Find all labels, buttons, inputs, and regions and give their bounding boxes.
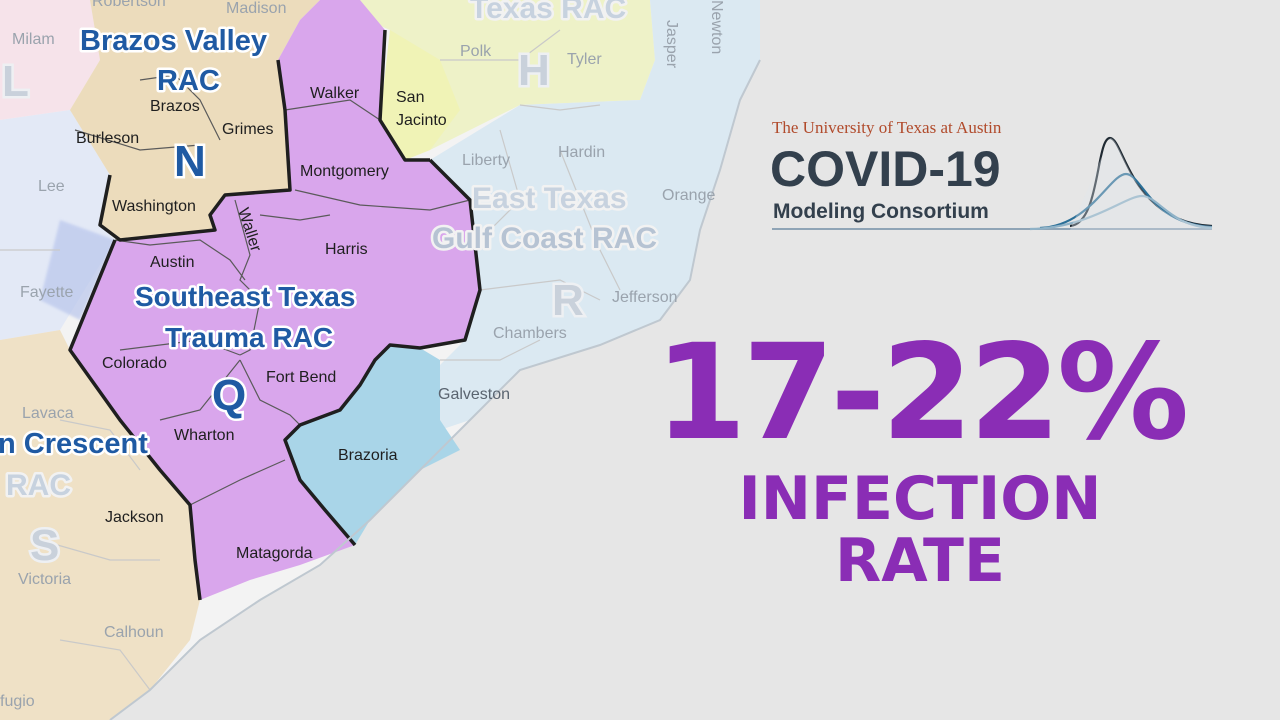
epidemic-curves-icon (1030, 136, 1213, 231)
county-polk: Polk (460, 43, 492, 60)
county-brazos: Brazos (150, 98, 200, 115)
county-hardin: Hardin (558, 144, 605, 161)
infection-rate-value: 17-22% (654, 316, 1189, 470)
county-liberty: Liberty (462, 152, 510, 169)
county-orange: Orange (662, 187, 715, 204)
region-s-name-1: n Crescent (0, 428, 148, 460)
county-jasper: Jasper (663, 20, 680, 69)
region-l-letter: L (2, 57, 29, 106)
county-harris: Harris (325, 241, 368, 258)
county-jefferson: Jefferson (612, 289, 678, 306)
county-austin: Austin (150, 254, 194, 271)
county-robertson: Robertson (92, 0, 166, 10)
region-q-name-1: Southeast Texas (135, 281, 355, 312)
county-matagorda: Matagorda (236, 545, 313, 562)
region-r-name-2: Gulf Coast RAC (432, 222, 657, 255)
county-lavaca: Lavaca (22, 405, 74, 422)
county-fayette: Fayette (20, 284, 73, 301)
region-q-area (70, 0, 480, 600)
county-jackson: Jackson (105, 509, 164, 526)
county-victoria: Victoria (18, 571, 71, 588)
county-galveston: Galveston (438, 386, 510, 403)
region-h-letter: H (518, 46, 550, 95)
county-lee: Lee (38, 178, 65, 195)
county-san-jacinto-2: Jacinto (396, 112, 447, 129)
region-q-letter: Q (212, 371, 246, 420)
faded-county-lines (0, 29, 621, 691)
county-tyler: Tyler (567, 51, 602, 68)
region-s-area (0, 330, 200, 720)
county-walker: Walker (310, 85, 360, 102)
county-washington: Washington (112, 198, 196, 215)
county-calhoun: Calhoun (104, 624, 164, 641)
county-newton: Newton (708, 0, 725, 54)
county-san-jacinto-1: San (396, 89, 424, 106)
county-lines (74, 74, 471, 506)
county-milam: Milam (12, 31, 55, 48)
logo-title: COVID-19 (770, 141, 1001, 197)
region-n-name-2: RAC (157, 65, 220, 97)
county-madison: Madison (226, 0, 286, 17)
county-brazoria: Brazoria (338, 447, 398, 464)
county-chambers: Chambers (493, 325, 567, 342)
region-r-letter: R (552, 276, 584, 325)
san-jacinto-area (380, 30, 460, 160)
county-refugio: fugio (0, 693, 35, 710)
logo-underline (772, 228, 1212, 230)
region-h-name: Texas RAC (470, 0, 626, 25)
region-n-name-1: Brazos Valley (80, 25, 267, 57)
infection-rate-stat: 17-22% INFECTION RATE (640, 318, 1200, 592)
logo-subtitle: Modeling Consortium (773, 200, 989, 223)
region-r-area (425, 0, 760, 430)
ut-covid-consortium-logo: The University of Texas at Austin COVID-… (770, 112, 1220, 240)
county-colorado: Colorado (102, 355, 167, 372)
logo-university: The University of Texas at Austin (772, 118, 1002, 137)
region-n-letter: N (174, 137, 206, 186)
region-q-name-2: Trauma RAC (165, 322, 333, 353)
county-grimes: Grimes (222, 121, 274, 138)
county-burleson: Burleson (76, 130, 139, 147)
region-l-area (0, 0, 100, 120)
lee-blue-tint (40, 220, 115, 320)
coastline (109, 59, 761, 720)
region-r-name-1: East Texas (472, 182, 627, 215)
county-montgomery: Montgomery (300, 163, 389, 180)
region-borders (68, 29, 482, 601)
brazoria-area (285, 345, 460, 545)
infection-rate-label-2: RATE (835, 526, 1005, 596)
region-n-area (70, 0, 320, 240)
region-s-name-2: RAC (6, 469, 71, 502)
region-s-letter: S (30, 521, 59, 570)
county-fort-bend: Fort Bend (266, 369, 336, 386)
county-wharton: Wharton (174, 427, 234, 444)
infection-rate-label-1: INFECTION (738, 464, 1102, 534)
